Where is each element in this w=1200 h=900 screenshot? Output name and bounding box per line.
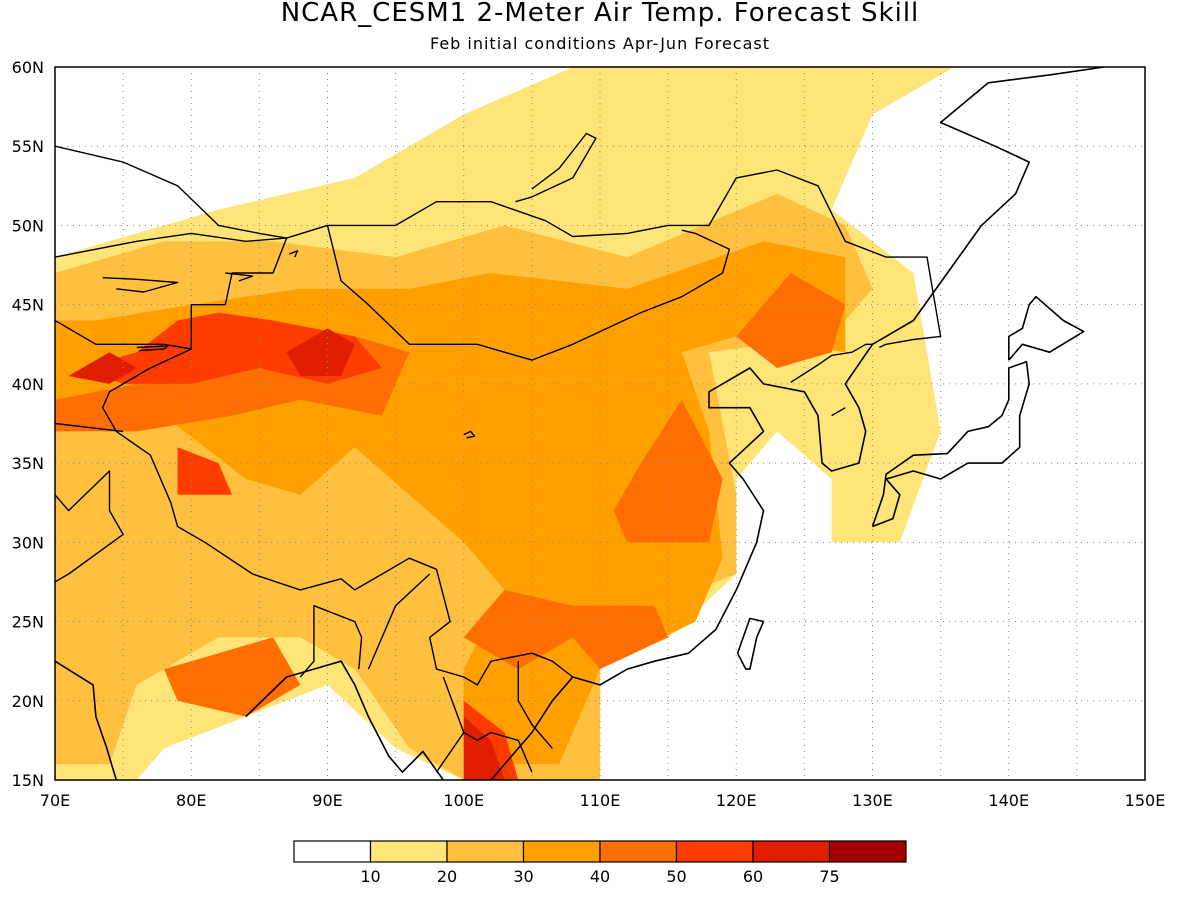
skill-region-c60b — [68, 352, 137, 384]
colorbar-label: 20 — [437, 867, 457, 886]
colorbar-label: 50 — [666, 867, 686, 886]
coastline — [490, 67, 1105, 780]
skill-region-c60 — [286, 328, 355, 376]
lake-outline — [136, 345, 169, 352]
coastline-taiwan — [736, 617, 765, 670]
skill-region-c60c — [463, 716, 505, 780]
country-border — [55, 422, 124, 433]
lon-label: 130E — [852, 791, 893, 810]
colorbar-swatch — [828, 840, 907, 863]
lon-label: 90E — [312, 791, 342, 810]
map-subtitle: Feb initial conditions Apr-Jun Forecast — [429, 34, 770, 53]
country-border — [55, 232, 287, 258]
lat-label: 15N — [12, 771, 44, 790]
lat-label: 40N — [12, 375, 44, 394]
colorbar-swatch — [752, 840, 831, 863]
country-border — [55, 145, 942, 349]
country-border — [790, 343, 873, 383]
colorbar-label: 60 — [743, 867, 763, 886]
lat-label: 55N — [12, 137, 44, 156]
lake-outline — [289, 250, 299, 258]
latitude-labels: 15N 20N 25N 30N 35N 40N 45N 50N 55N 60N — [12, 58, 44, 790]
coastline-hokkaido — [1007, 295, 1085, 361]
country-border — [463, 731, 533, 773]
colorbar-label: 10 — [360, 867, 380, 886]
country-border — [517, 661, 553, 749]
colorbar-swatch — [446, 840, 525, 863]
colorbar: 10 20 30 40 50 60 75 — [293, 840, 907, 886]
coastlines-and-borders — [55, 67, 1105, 780]
colorbar-label: 30 — [513, 867, 533, 886]
map-title: NCAR_CESM1 2-Meter Air Temp. Forecast Sk… — [280, 0, 920, 28]
country-border — [326, 225, 731, 361]
lake-outline — [515, 132, 597, 203]
skill-region-c40e — [736, 273, 846, 368]
country-border — [252, 557, 574, 686]
colorbar-swatch — [599, 840, 678, 863]
country-border — [55, 470, 124, 583]
country-border — [367, 573, 431, 670]
lat-lon-grid — [55, 67, 1145, 780]
colorbar-swatch — [522, 840, 601, 863]
colorbar-swatch — [293, 840, 372, 863]
lat-label: 25N — [12, 613, 44, 632]
lat-label: 60N — [12, 58, 44, 77]
colorbar-swatch — [675, 840, 754, 863]
lon-label: 150E — [1125, 791, 1166, 810]
lon-label: 100E — [443, 791, 484, 810]
country-border — [299, 605, 363, 678]
lon-label: 120E — [716, 791, 757, 810]
lat-label: 30N — [12, 533, 44, 552]
lon-label: 140E — [988, 791, 1029, 810]
lat-label: 20N — [12, 692, 44, 711]
lat-label: 50N — [12, 216, 44, 235]
colorbar-swatch — [369, 840, 448, 863]
lat-label: 45N — [12, 296, 44, 315]
colorbar-label: 75 — [819, 867, 839, 886]
coastline — [55, 660, 118, 780]
skill-region-c50c — [177, 447, 233, 495]
lake-outline — [225, 272, 254, 282]
skill-shading — [55, 67, 955, 780]
skill-region-c40b — [613, 399, 723, 543]
lon-label: 80E — [176, 791, 206, 810]
coastline — [245, 660, 444, 780]
country-border — [101, 237, 288, 575]
lat-label: 35N — [12, 454, 44, 473]
lon-label: 70E — [40, 791, 70, 810]
lon-label: 110E — [580, 791, 621, 810]
coastline-japan — [871, 360, 1030, 528]
lake-outline — [463, 430, 476, 439]
skill-region-c40c — [463, 589, 669, 670]
country-border — [55, 319, 192, 350]
longitude-labels: 70E 80E 90E 100E 110E 120E 130E 140E 150E — [40, 791, 1166, 810]
map-frame — [54, 66, 1146, 781]
lake-outline — [102, 277, 179, 293]
colorbar-label: 40 — [590, 867, 610, 886]
country-border — [831, 407, 846, 417]
